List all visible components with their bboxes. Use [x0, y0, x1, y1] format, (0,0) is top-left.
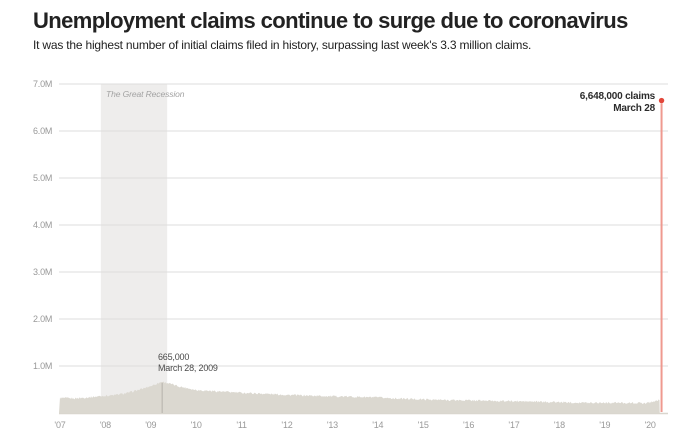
x-axis-tick-label: '08: [99, 420, 111, 430]
x-axis-tick-label: '15: [417, 420, 429, 430]
recession-band: [100, 84, 168, 413]
x-axis-tick-label: '16: [463, 420, 475, 430]
y-axis-tick-label: 5.0M: [33, 173, 53, 183]
x-axis-tick-label: '20: [644, 420, 656, 430]
peak-annotation-value: 665,000: [158, 352, 190, 362]
page-subtitle: It was the highest number of initial cla…: [33, 38, 532, 52]
x-axis-tick-label: '18: [553, 420, 565, 430]
peak-annotation: 665,000 March 28, 2009: [158, 352, 218, 373]
y-axis-tick-label: 2.0M: [33, 314, 53, 324]
page-title: Unemployment claims continue to surge du…: [33, 8, 628, 33]
x-axis-tick-label: '07: [54, 420, 66, 430]
y-axis-tick-label: 4.0M: [33, 220, 53, 230]
x-axis-tick-label: '14: [372, 420, 384, 430]
final-point-dot: [658, 97, 665, 104]
x-axis-tick-label: '10: [190, 420, 202, 430]
final-annotation-date: March 28: [613, 102, 655, 114]
y-axis-tick-label: 3.0M: [33, 267, 53, 277]
x-axis-tick-label: '09: [145, 420, 157, 430]
final-annotation-value: 6,648,000 claims: [579, 91, 655, 102]
claims-area-series: [59, 381, 660, 413]
y-axis-tick-label: 1.0M: [33, 361, 53, 371]
x-axis-tick-label: '13: [326, 420, 338, 430]
y-axis-tick-label: 6.0M: [33, 126, 53, 136]
x-axis-tick-label: '17: [508, 420, 520, 430]
final-point-annotation: 6,648,000 claims March 28: [580, 91, 655, 114]
y-axis-tick-label: 7.0M: [33, 79, 53, 89]
x-axis-tick-label: '11: [236, 420, 247, 430]
peak-annotation-date: March 28, 2009: [158, 362, 218, 373]
x-axis-tick-label: '12: [281, 420, 293, 430]
recession-band-label: The Great Recession: [106, 89, 185, 99]
x-axis-tick-label: '19: [599, 420, 611, 430]
